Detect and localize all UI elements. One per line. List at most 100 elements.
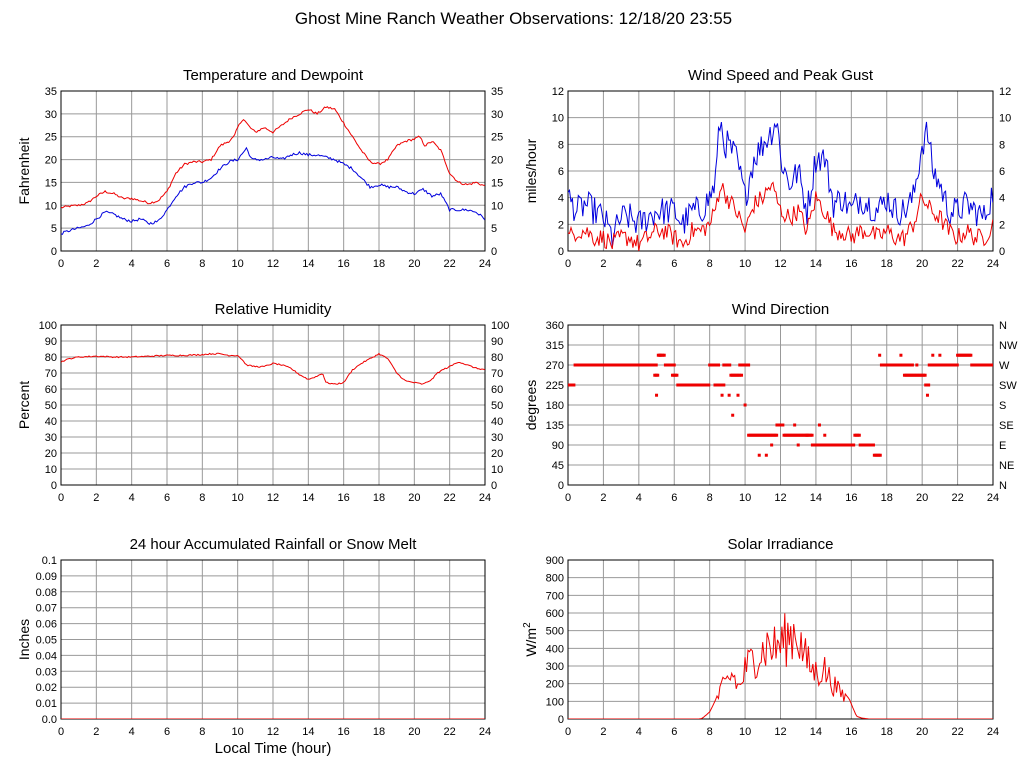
wind-x-tick-label: 22 [951,258,963,270]
wind-x-tick-label: 20 [916,258,928,270]
rh-y-tick-label: 30 [45,432,57,444]
rain-x-tick-label: 20 [408,726,420,738]
dir-point [915,363,919,367]
dir-point [572,383,576,387]
wind-y-tick-label: 6 [558,166,564,178]
rain-x-tick-label: 0 [58,726,64,738]
dir-x-tick-label: 10 [739,492,751,504]
dir-point [662,353,666,357]
dir-point [805,433,809,437]
rh-y-right-tick-label: 90 [491,336,503,348]
dir-point [757,453,761,457]
dir-y-tick-label: 180 [546,400,564,412]
temp-y-tick-label: 30 [45,109,57,121]
dir-point [743,403,747,407]
temp-x-tick-label: 12 [267,258,279,270]
rain-y-tick-label: 0.1 [42,555,57,567]
solar-y-tick-label: 100 [546,696,564,708]
rh-x-tick-label: 24 [479,492,491,504]
dir-y-right-tick-label: N [999,480,1007,492]
rain-y-tick-label: 0.06 [36,619,57,631]
solar-x-tick-label: 8 [707,726,713,738]
dir-x-tick-label: 18 [881,492,893,504]
temp-x-tick-label: 10 [232,258,244,270]
dir-point [775,433,779,437]
temp-y-tick-label: 15 [45,177,57,189]
dir-point [857,433,861,437]
dir-point [655,393,659,397]
dir-point [707,383,711,387]
dir-point [728,363,732,367]
rh-x-tick-label: 8 [199,492,205,504]
rain-panel: 0 2 4 6 8 10 12 14 16 18 20 22 240.00.010.020.030.04… [16,536,491,738]
wind-series-line-1 [568,181,993,251]
solar-y-tick-label: 600 [546,608,564,620]
temp-x-tick-label: 4 [129,258,135,270]
wind-x-tick-label: 0 [565,258,571,270]
dir-frame [567,324,994,486]
temp-y-tick-label: 20 [45,155,57,167]
dir-point [781,423,785,427]
dir-point [736,393,740,397]
solar-x-tick-label: 4 [636,726,642,738]
wind-x-tick-label: 24 [987,258,999,270]
rh-y-tick-label: 50 [45,400,57,412]
wind-y-tick-label: 0 [558,246,564,258]
rh-y-tick-label: 100 [39,320,57,332]
dir-y-right-tick-label: W [999,360,1010,372]
wind-x-tick-label: 6 [671,258,677,270]
rain-x-tick-label: 12 [267,726,279,738]
rh-x-tick-label: 20 [408,492,420,504]
solar-x-tick-label: 24 [987,726,999,738]
wind-x-tick-label: 8 [707,258,713,270]
wind-x-tick-label: 12 [774,258,786,270]
temp-x-tick-label: 6 [164,258,170,270]
wind-y-tick-label: 10 [552,113,564,125]
dir-panel: 0 2 4 6 8 10 12 14 16 18 20 22 240459013518022527031… [523,301,1018,504]
dir-x-tick-label: 16 [845,492,857,504]
temp-x-tick-label: 24 [479,258,491,270]
dir-title: Wind Direction [732,301,830,318]
dir-point [656,373,660,377]
rh-x-tick-label: 4 [129,492,135,504]
temp-x-tick-label: 20 [408,258,420,270]
dir-point [925,393,929,397]
temp-y-right-tick-label: 5 [491,223,497,235]
rain-x-tick-label: 2 [93,726,99,738]
rh-x-tick-label: 0 [58,492,64,504]
solar-frame [567,559,994,720]
temp-y-tick-label: 25 [45,132,57,144]
wind-y-right-tick-label: 8 [999,139,1005,151]
dir-x-tick-label: 24 [987,492,999,504]
temp-y-right-tick-label: 30 [491,109,503,121]
dir-point [823,433,827,437]
temp-y-right-tick-label: 20 [491,155,503,167]
wind-y-tick-label: 8 [558,139,564,151]
dir-point [947,363,951,367]
rh-x-tick-label: 14 [302,492,314,504]
solar-panel: 0 2 4 6 8 10 12 14 16 18 20 22 240100200300400500600… [522,536,999,738]
dir-point [675,373,679,377]
rh-y-axis-label: Percent [16,381,32,429]
rh-y-right-tick-label: 0 [491,480,497,492]
temp-y-tick-label: 35 [45,86,57,98]
rh-x-tick-label: 10 [232,492,244,504]
dir-x-tick-label: 22 [951,492,963,504]
dir-point [717,363,721,367]
rain-y-tick-label: 0.01 [36,698,57,710]
wind-y-tick-label: 4 [558,193,564,205]
dir-point [672,363,676,367]
temp-x-tick-label: 18 [373,258,385,270]
dir-series-0 [568,353,993,457]
temp-y-right-tick-label: 10 [491,200,503,212]
rh-x-tick-label: 22 [444,492,456,504]
dir-point [871,443,875,447]
dir-y-tick-label: 360 [546,320,564,332]
dir-point [852,443,856,447]
dir-point [722,383,726,387]
solar-x-tick-label: 22 [951,726,963,738]
dir-point [810,433,814,437]
solar-y-tick-label: 0 [558,714,564,726]
x-axis-label: Local Time (hour) [215,740,332,757]
dir-point [738,373,742,377]
